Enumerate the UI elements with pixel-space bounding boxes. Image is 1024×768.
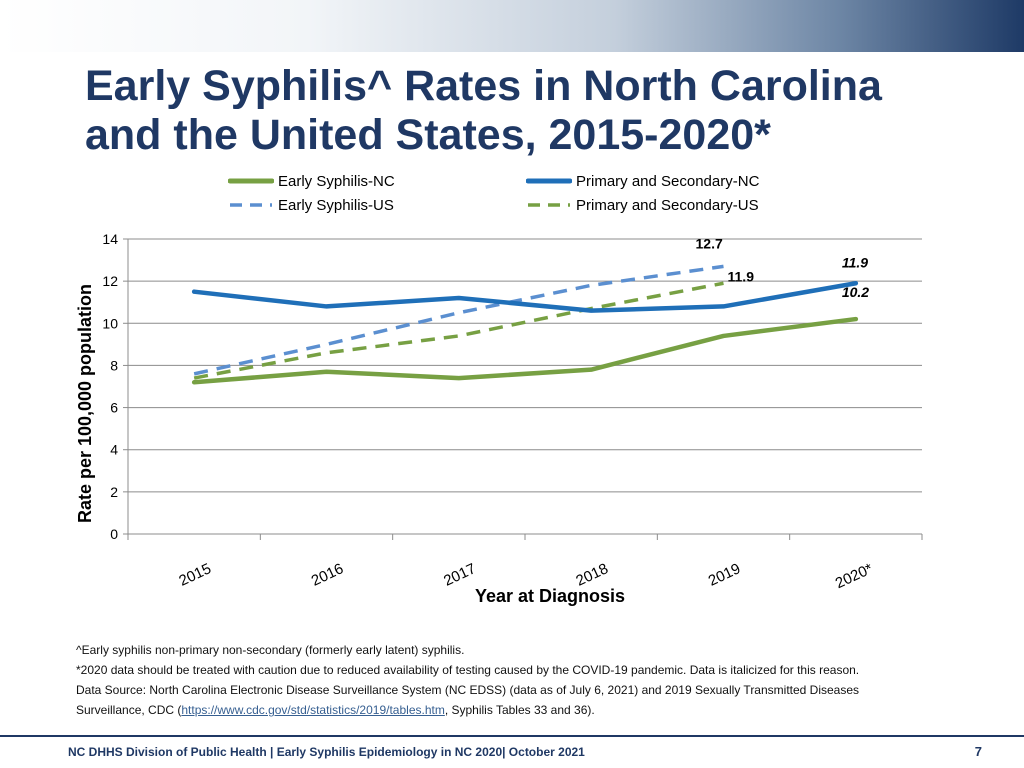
data-point-ps-us-2017	[458, 335, 460, 337]
footer-divider	[0, 735, 1024, 737]
data-label-early-nc-2020: 10.2	[842, 284, 869, 300]
data-point-ps-us-2015	[193, 377, 195, 379]
y-tick-label-2: 2	[110, 484, 118, 500]
x-axis-title: Year at Diagnosis	[475, 586, 625, 606]
x-tick-label-2020: 2020*	[833, 560, 876, 592]
data-label-ps-nc-2020: 11.9	[842, 254, 868, 270]
data-point-ps-nc-2017	[458, 297, 460, 299]
footnotes: ^Early syphilis non-primary non-secondar…	[76, 640, 916, 720]
footnote-source-tail: , Syphilis Tables 33 and 36).	[444, 703, 595, 717]
data-point-ps-nc-2018	[590, 309, 592, 311]
data-point-early-nc-2019	[722, 335, 724, 337]
legend-item-early-us: Early Syphilis-US	[228, 194, 394, 216]
y-tick-label-12: 12	[102, 273, 118, 289]
series-line-early-nc	[191, 316, 859, 385]
page-number: 7	[974, 744, 982, 759]
legend-swatch-ps-nc	[526, 178, 572, 184]
y-tick-label-6: 6	[110, 400, 118, 416]
cdc-tables-link[interactable]: https://www.cdc.gov/std/statistics/2019/…	[181, 703, 445, 717]
legend-label-early-nc: Early Syphilis-NC	[278, 172, 395, 190]
data-point-early-us-2018	[590, 284, 592, 286]
x-tick-label-2015: 2015	[176, 560, 213, 590]
legend-item-ps-nc: Primary and Secondary-NC	[526, 170, 759, 192]
legend-swatch-ps-us	[528, 203, 570, 207]
slide-title: Early Syphilis^ Rates in North Carolina …	[85, 62, 985, 160]
top-banner	[0, 0, 1024, 52]
y-tick-label-4: 4	[110, 442, 118, 458]
data-point-early-us-2019	[722, 265, 724, 267]
footer-text: NC DHHS Division of Public Health | Earl…	[68, 745, 585, 759]
legend-swatch-early-nc	[228, 178, 274, 184]
data-point-early-nc-2017	[458, 377, 460, 379]
data-label-early-us-2019: 12.7	[696, 235, 723, 251]
legend-label-ps-us: Primary and Secondary-US	[576, 196, 759, 214]
footnote-early-syphilis-definition: ^Early syphilis non-primary non-secondar…	[76, 643, 465, 657]
data-point-early-us-2015	[193, 373, 195, 375]
data-point-early-nc-2015	[193, 381, 195, 383]
x-tick-label-2016: 2016	[309, 560, 346, 590]
data-point-ps-nc-2016	[325, 305, 327, 307]
data-point-ps-us-2019	[722, 282, 724, 284]
x-tick-label-2019: 2019	[706, 560, 743, 590]
y-tick-label-8: 8	[110, 357, 118, 373]
data-point-ps-nc-2015	[193, 290, 195, 292]
title-line-2: and the United States, 2015-2020*	[85, 111, 771, 159]
legend-swatch-early-us	[230, 203, 272, 207]
legend-label-early-us: Early Syphilis-US	[278, 196, 394, 214]
series-line-ps-us	[193, 281, 724, 380]
data-point-early-nc-2020	[855, 318, 857, 320]
legend-item-ps-us: Primary and Secondary-US	[526, 194, 759, 216]
legend-item-early-nc: Early Syphilis-NC	[228, 170, 395, 192]
data-point-ps-nc-2019	[722, 305, 724, 307]
data-point-early-nc-2018	[590, 368, 592, 370]
y-axis-title: Rate per 100,000 population	[75, 284, 95, 523]
data-point-early-us-2016	[325, 343, 327, 345]
legend-label-ps-nc: Primary and Secondary-NC	[576, 172, 760, 190]
title-line-1: Early Syphilis^ Rates in North Carolina	[85, 62, 882, 110]
x-tick-label-2017: 2017	[441, 560, 478, 590]
data-point-early-nc-2016	[325, 371, 327, 373]
series-line-ps-nc	[191, 281, 859, 313]
chart-legend: Early Syphilis-NC Primary and Secondary-…	[228, 170, 848, 216]
data-point-ps-us-2016	[325, 352, 327, 354]
data-label-ps-us-2019: 11.9	[728, 268, 755, 284]
y-tick-label-14: 14	[102, 231, 118, 247]
footnote-2020-caution: *2020 data should be treated with cautio…	[76, 663, 860, 677]
data-point-early-us-2017	[458, 312, 460, 314]
footnote-data-source: Data Source: North Carolina Electronic D…	[76, 680, 916, 720]
y-tick-label-0: 0	[110, 526, 118, 542]
footnote-source-text: Data Source: North Carolina Electronic D…	[76, 683, 860, 717]
y-tick-label-10: 10	[102, 315, 118, 331]
